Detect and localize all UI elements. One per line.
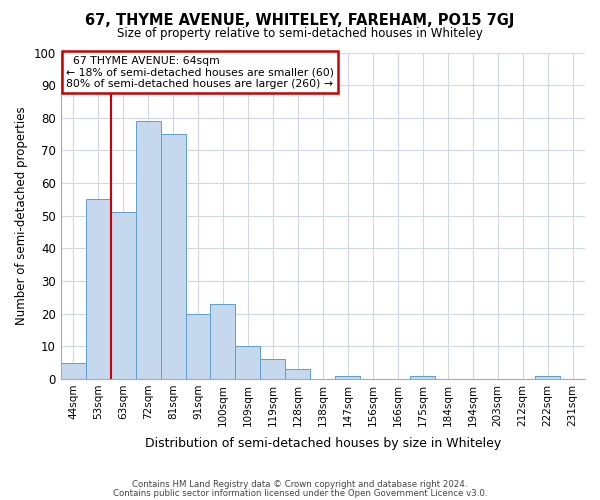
Text: Contains HM Land Registry data © Crown copyright and database right 2024.: Contains HM Land Registry data © Crown c… (132, 480, 468, 489)
Bar (185, 314, 211, 379)
Bar (286, 369, 310, 379)
Text: 67 THYME AVENUE: 64sqm
← 18% of semi-detached houses are smaller (60)
80% of sem: 67 THYME AVENUE: 64sqm ← 18% of semi-det… (66, 56, 334, 89)
Bar (211, 304, 235, 379)
Y-axis label: Number of semi-detached properties: Number of semi-detached properties (15, 106, 28, 325)
Bar (161, 134, 185, 379)
Text: Size of property relative to semi-detached houses in Whiteley: Size of property relative to semi-detach… (117, 28, 483, 40)
Bar (136, 121, 161, 379)
Bar (260, 360, 286, 379)
Bar (110, 212, 136, 379)
X-axis label: Distribution of semi-detached houses by size in Whiteley: Distribution of semi-detached houses by … (145, 437, 501, 450)
Text: Contains public sector information licensed under the Open Government Licence v3: Contains public sector information licen… (113, 489, 487, 498)
Bar (535, 376, 560, 379)
Text: 67, THYME AVENUE, WHITELEY, FAREHAM, PO15 7GJ: 67, THYME AVENUE, WHITELEY, FAREHAM, PO1… (85, 12, 515, 28)
Bar (235, 346, 260, 379)
Bar (61, 362, 86, 379)
Bar (86, 200, 110, 379)
Bar (410, 376, 435, 379)
Bar (335, 376, 360, 379)
